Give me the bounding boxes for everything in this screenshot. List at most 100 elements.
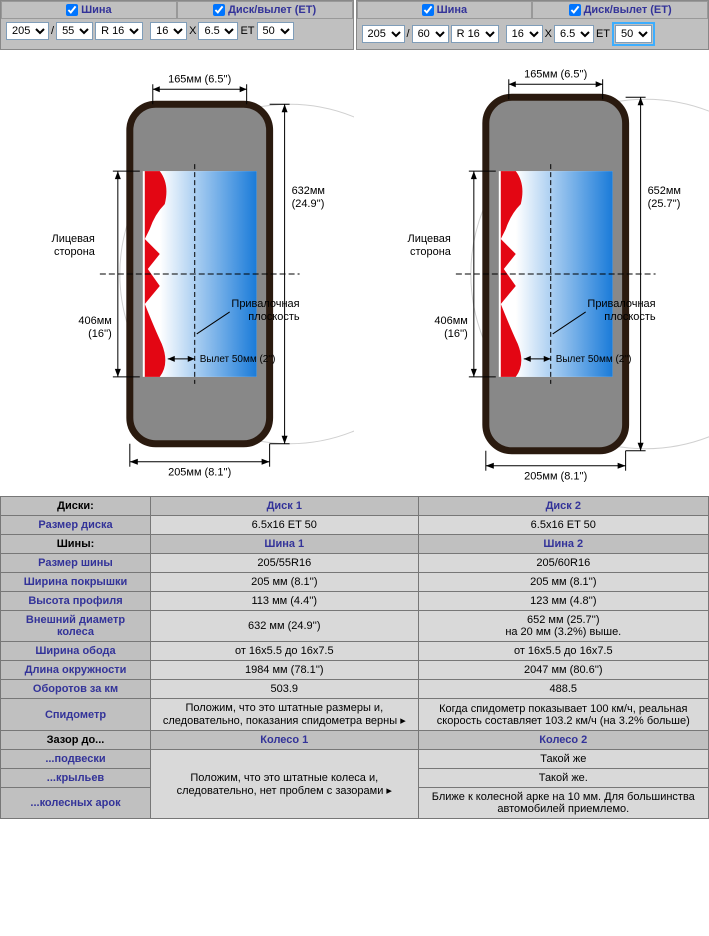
et-label-2: ET: [596, 28, 610, 40]
rim-width-select-2[interactable]: 6.5: [554, 25, 594, 43]
rpm-1: 503.9: [151, 680, 419, 699]
disc2-header: Диск 2: [418, 497, 708, 516]
comparison-table: Диски: Диск 1 Диск 2 Размер диска 6.5x16…: [0, 496, 709, 819]
dim-width-top-2: 165мм (6.5''): [524, 68, 587, 80]
checkbox-row-1: Шина Диск/вылет (ET): [1, 1, 353, 19]
arches-2: Ближе к колесной арке на 10 мм. Для боль…: [418, 788, 708, 819]
outer-diam-label: Внешний диаметр колеса: [1, 611, 151, 642]
dim-inner-h-2b: (16''): [444, 328, 468, 340]
dim-outer-h-1a: 632мм: [292, 185, 325, 197]
fenders-label: ...крыльев: [1, 769, 151, 788]
dim-inner-h-1a: 406мм: [78, 315, 111, 327]
rim-width-label: Ширина обода: [1, 642, 151, 661]
tire-checkbox-cell-1: Шина: [1, 1, 177, 19]
tire-size-1: 205/55R16: [151, 554, 419, 573]
rim-checkbox-label2: Диск/вылет (ET): [584, 4, 672, 16]
profile-height-2: 123 мм (4.8''): [418, 592, 708, 611]
select-row-2: 205 / 60 R 16 16 X 6.5 ET 50: [357, 19, 709, 49]
diagrams-row: 165мм (6.5'') 632мм (24.9'') 406мм (16''…: [0, 50, 709, 488]
dim-outer-h-1b: (24.9''): [292, 198, 325, 210]
x-label: X: [189, 25, 196, 37]
rim-width-select-1[interactable]: 6.5: [198, 22, 238, 40]
tire2-header: Шина 2: [418, 535, 708, 554]
disc-size-1: 6.5x16 ET 50: [151, 516, 419, 535]
svg-text:плоскость: плоскость: [604, 311, 656, 323]
tire-aspect-select-2[interactable]: 60: [412, 25, 449, 43]
tires-header: Шины:: [1, 535, 151, 554]
rim-checkbox-label: Диск/вылет (ET): [228, 4, 316, 16]
tire-checkbox-1[interactable]: [66, 4, 78, 16]
top-controls: Шина Диск/вылет (ET) 205 / 55 R 16 16 X …: [0, 0, 709, 50]
tire-checkbox-label2: Шина: [437, 4, 468, 16]
tire-width-select-2[interactable]: 205: [362, 25, 405, 43]
rim-checkbox-2[interactable]: [569, 4, 581, 16]
front-side-1b: сторона: [54, 246, 96, 258]
clearance-header: Зазор до...: [1, 731, 151, 750]
outer-diam-2: 652 мм (25.7'')на 20 мм (3.2%) выше.: [418, 611, 708, 642]
susp-1: Положим, что это штатные колеса и, следо…: [151, 750, 419, 819]
rim-diam-select-1[interactable]: 16: [150, 22, 187, 40]
x-label-2: X: [545, 28, 552, 40]
tire-diam-select-1[interactable]: R 16: [95, 22, 143, 40]
speedo-label: Спидометр: [1, 699, 151, 731]
tire-size-2: 205/60R16: [418, 554, 708, 573]
tread-width-label: Ширина покрышки: [1, 573, 151, 592]
et-dim-2: Вылет 50мм (2''): [555, 354, 631, 365]
rim-width-1: от 16x5.5 до 16x7.5: [151, 642, 419, 661]
et-label-1: ET: [240, 25, 254, 37]
speedo-2: Когда спидометр показывает 100 км/ч, реа…: [418, 699, 708, 731]
tire-diagram-svg-2: 165мм (6.5'') 652мм (25.7'') 406мм (16''…: [356, 54, 709, 484]
tread-width-1: 205 мм (8.1''): [151, 573, 419, 592]
dim-inner-h-2a: 406мм: [434, 315, 467, 327]
disc1-header: Диск 1: [151, 497, 419, 516]
diagram-2: 165мм (6.5'') 652мм (25.7'') 406мм (16''…: [356, 54, 709, 484]
tire-checkbox-label: Шина: [81, 4, 112, 16]
wheel1-header: Колесо 1: [151, 731, 419, 750]
fenders-2: Такой же.: [418, 769, 708, 788]
sep: [501, 28, 504, 40]
rim-checkbox-1[interactable]: [213, 4, 225, 16]
svg-text:Лицевая: Лицевая: [407, 233, 450, 245]
profile-height-1: 113 мм (4.4''): [151, 592, 419, 611]
suspension-label: ...подвески: [1, 750, 151, 769]
svg-text:Привалочная: Привалочная: [587, 298, 655, 310]
tire-aspect-select-1[interactable]: 55: [56, 22, 93, 40]
tire-diam-select-2[interactable]: R 16: [451, 25, 499, 43]
dim-width-top-1: 165мм (6.5''): [168, 73, 231, 85]
mating-1a: Привалочная: [231, 298, 299, 310]
rpm-2: 488.5: [418, 680, 708, 699]
rim-width-2: от 16x5.5 до 16x7.5: [418, 642, 708, 661]
susp-2: Такой же: [418, 750, 708, 769]
sep: [145, 25, 148, 37]
sep: /: [407, 28, 410, 40]
dim-inner-h-1b: (16''): [88, 328, 112, 340]
panel-2: Шина Диск/вылет (ET) 205 / 60 R 16 16 X …: [356, 0, 709, 50]
speedo-1: Положим, что это штатные размеры и, след…: [151, 699, 419, 731]
dim-outer-h-2b: (25.7''): [647, 198, 680, 210]
rim-checkbox-cell-1: Диск/вылет (ET): [177, 1, 353, 19]
diagram-1: 165мм (6.5'') 632мм (24.9'') 406мм (16''…: [0, 54, 354, 484]
svg-text:сторона: сторона: [410, 246, 452, 258]
et-highlight: 50: [612, 22, 655, 46]
dim-width-bot-2: 205мм (8.1''): [524, 471, 587, 483]
select-row-1: 205 / 55 R 16 16 X 6.5 ET 50: [1, 19, 353, 43]
tire-checkbox-2[interactable]: [422, 4, 434, 16]
et-dim-1: Вылет 50мм (2''): [200, 354, 276, 365]
arches-label: ...колесных арок: [1, 788, 151, 819]
et-select-2[interactable]: 50: [615, 25, 652, 43]
tire-width-select-1[interactable]: 205: [6, 22, 49, 40]
et-select-1[interactable]: 50: [257, 22, 294, 40]
sep: /: [51, 25, 54, 37]
profile-height-label: Высота профиля: [1, 592, 151, 611]
tire-checkbox-cell-2: Шина: [357, 1, 533, 19]
circumference-label: Длина окружности: [1, 661, 151, 680]
front-side-1a: Лицевая: [52, 233, 95, 245]
tread-width-2: 205 мм (8.1''): [418, 573, 708, 592]
wheel2-header: Колесо 2: [418, 731, 708, 750]
circumference-2: 2047 мм (80.6''): [418, 661, 708, 680]
dim-width-bot-1: 205мм (8.1''): [168, 467, 231, 479]
mating-1b: плоскость: [248, 311, 300, 323]
tire1-header: Шина 1: [151, 535, 419, 554]
rim-diam-select-2[interactable]: 16: [506, 25, 543, 43]
outer-diam-1: 632 мм (24.9''): [151, 611, 419, 642]
